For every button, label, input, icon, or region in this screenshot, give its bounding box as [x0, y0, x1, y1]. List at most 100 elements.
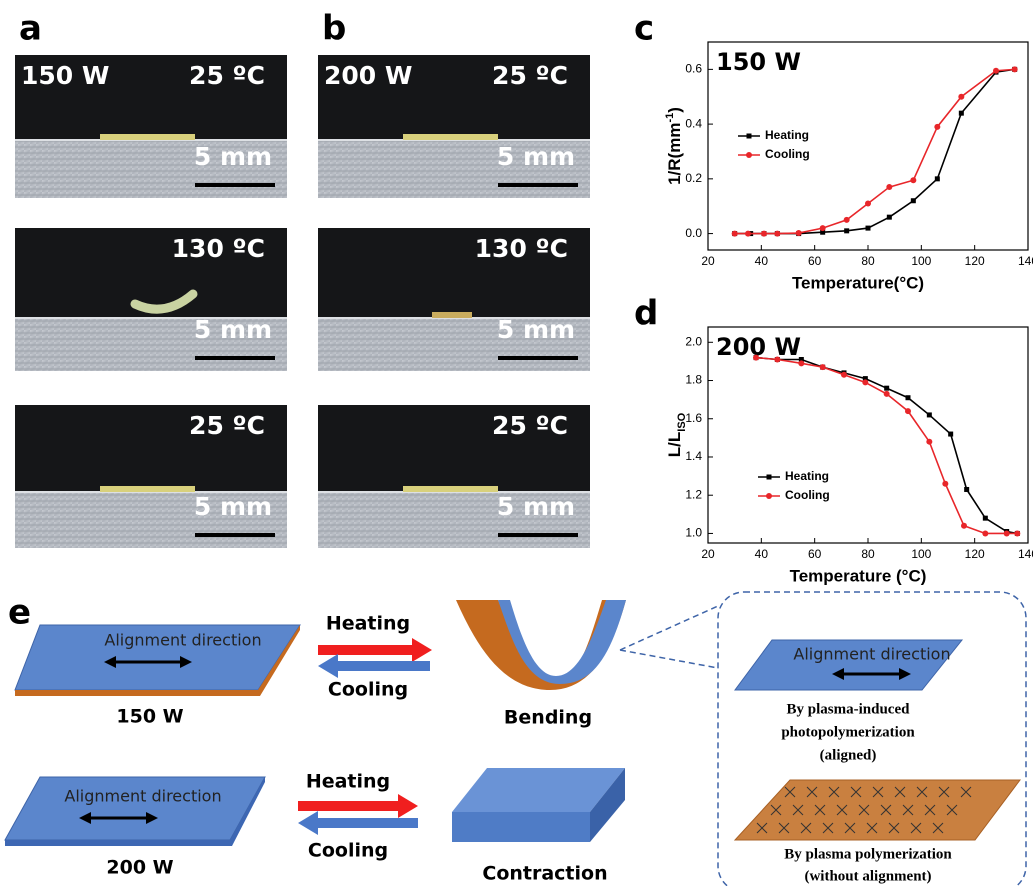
scale-label: 5 mm [497, 142, 575, 171]
temperature-label: 25 ºC [492, 61, 568, 90]
caption: (without alignment) [804, 868, 931, 884]
marker [961, 523, 967, 529]
unaligned-film [735, 780, 1020, 840]
x-tick-label: 120 [965, 254, 985, 268]
caption: By plasma-induced [787, 701, 911, 717]
block-front [452, 812, 590, 842]
marker [1004, 530, 1010, 536]
marker [910, 177, 916, 183]
result-text: Contraction [482, 863, 607, 885]
inset-leader [620, 650, 718, 668]
legend-label: Cooling [765, 147, 810, 161]
y-tick-label: 1.8 [685, 373, 702, 387]
series-line [756, 358, 1017, 534]
temperature-label: 25 ºC [189, 411, 265, 440]
heating-text: Heating [306, 771, 390, 793]
power: 200 W [106, 857, 173, 879]
x-tick-label: 80 [861, 254, 875, 268]
y-tick-label: 1.4 [685, 449, 702, 463]
scale-label: 5 mm [194, 142, 272, 171]
sample [403, 134, 498, 140]
y-axis-label: 1/R(mm-1) [664, 107, 685, 185]
x-tick-label: 20 [701, 547, 715, 561]
temperature-label: 130 ºC [475, 234, 568, 263]
marker [761, 231, 767, 237]
marker [753, 355, 759, 361]
y-tick-label: 2.0 [685, 334, 702, 348]
alignment-text: Alignment direction [793, 645, 950, 664]
power: 150 W [116, 706, 183, 728]
power-label: 150 W [21, 61, 109, 90]
marker [844, 217, 850, 223]
figure: a 150 W 25 ºC 5 mm 130 ºC 5 mm 25 ºC 5 mm b 200 W… [0, 0, 1033, 886]
marker [798, 360, 804, 366]
marker [934, 124, 940, 130]
marker [841, 372, 847, 378]
x-tick-label: 120 [965, 547, 985, 561]
sample [403, 486, 498, 492]
panel-label: e [8, 593, 31, 633]
temperature-label: 25 ºC [189, 61, 265, 90]
marker [820, 364, 826, 370]
x-axis-label: Temperature(°C) [792, 273, 924, 292]
chart-title: 150 W [716, 48, 801, 76]
sample [100, 134, 195, 140]
y-tick-label: 0.0 [685, 226, 702, 240]
marker [964, 487, 969, 492]
heating-text: Heating [326, 613, 410, 635]
x-axis-label: Temperature (°C) [790, 566, 927, 585]
x-tick-label: 40 [755, 547, 769, 561]
panel-label: a [19, 9, 42, 49]
marker [905, 408, 911, 414]
y-tick-label: 1.0 [685, 526, 702, 540]
scheme: e Alignment direction 150 W Heating Cool… [5, 592, 1026, 886]
y-axis-label-part: 1/R(mm [665, 123, 684, 185]
caption: By plasma polymerization [784, 846, 952, 862]
marker [865, 200, 871, 206]
x-tick-label: 40 [755, 254, 769, 268]
temperature-label: 25 ºC [492, 411, 568, 440]
marker [906, 395, 911, 400]
panel-label: c [634, 9, 654, 49]
panel-label: d [634, 294, 658, 334]
temperature-label: 130 ºC [172, 234, 265, 263]
marker [796, 230, 802, 236]
marker [774, 356, 780, 362]
x-tick-label: 140 [1018, 547, 1033, 561]
marker [982, 530, 988, 536]
legend-label: Cooling [785, 488, 830, 502]
power-label: 200 W [324, 61, 412, 90]
legend-label: Heating [765, 128, 809, 142]
marker [862, 379, 868, 385]
scale-label: 5 mm [194, 492, 272, 521]
marker [942, 481, 948, 487]
marker [1012, 66, 1018, 72]
marker [927, 412, 932, 417]
marker [1014, 530, 1020, 536]
alignment-text: Alignment direction [104, 631, 261, 650]
y-axis-label-part: L/L [665, 432, 684, 458]
scale-label: 5 mm [497, 492, 575, 521]
scale-label: 5 mm [497, 315, 575, 344]
x-tick-label: 60 [808, 254, 822, 268]
marker [884, 391, 890, 397]
marker [844, 228, 849, 233]
marker [935, 176, 940, 181]
legend-marker [746, 152, 752, 158]
scale-label: 5 mm [194, 315, 272, 344]
legend-marker [766, 493, 772, 499]
x-tick-label: 100 [911, 254, 931, 268]
y-tick-label: 1.2 [685, 487, 702, 501]
scale-bar [498, 533, 578, 537]
inset-leader [620, 606, 718, 650]
panel-label: b [322, 9, 346, 49]
y-axis-label-part: ) [665, 107, 684, 113]
sample [432, 312, 472, 318]
legend-marker [767, 475, 772, 480]
cooling-text: Cooling [328, 679, 408, 701]
caption: (aligned) [820, 747, 877, 763]
y-tick-label: 0.4 [685, 116, 702, 130]
photo-panels: a 150 W 25 ºC 5 mm 130 ºC 5 mm 25 ºC 5 mm b 200 W… [15, 9, 590, 549]
marker [993, 68, 999, 74]
